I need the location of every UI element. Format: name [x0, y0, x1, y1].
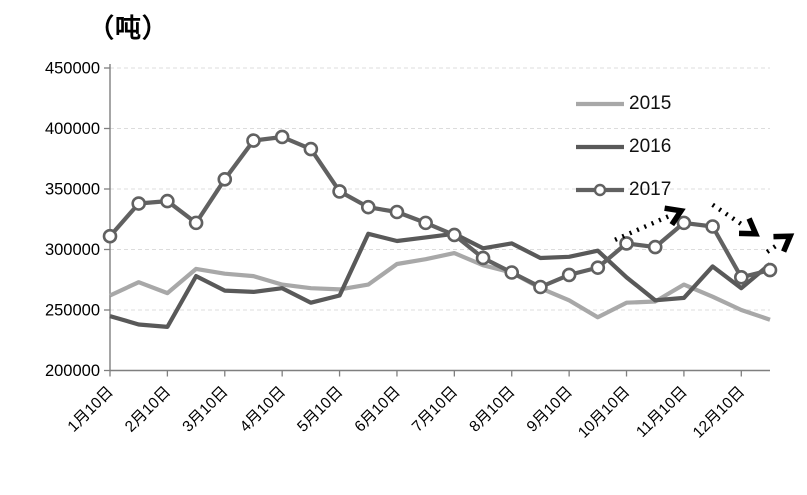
x-tick-label: 4月10日	[237, 383, 289, 435]
series-marker-2017	[533, 279, 548, 295]
x-tick-label: 8月10日	[466, 383, 518, 435]
legend-item-2015: 2015	[574, 82, 671, 125]
x-tick-label: 1月10日	[65, 383, 117, 435]
series-marker-2017	[676, 215, 692, 231]
series-marker-2017	[160, 193, 175, 209]
series-marker-2017	[590, 260, 606, 275]
series-marker-2017	[389, 204, 405, 220]
legend-label: 2017	[629, 179, 672, 200]
series-marker-2017	[303, 141, 319, 157]
series-marker-2017	[475, 250, 491, 266]
trend-arrow-head-up-icon	[664, 205, 686, 227]
series-marker-2017	[131, 196, 146, 211]
y-tick-label: 300000	[45, 241, 100, 259]
series-marker-2017	[246, 133, 261, 148]
x-tick-label: 9月10日	[524, 383, 576, 435]
x-tick-label: 5月10日	[294, 383, 346, 435]
y-tick-label: 400000	[45, 120, 100, 138]
series-marker-2017	[734, 270, 749, 285]
x-tick-label: 7月10日	[409, 383, 461, 435]
x-tick-label: 10月10日	[575, 383, 633, 441]
trend-arrow-shaft-up	[614, 214, 670, 242]
series-marker-2017	[619, 236, 634, 251]
series-marker-2017	[274, 129, 290, 145]
series-marker-2017	[332, 184, 347, 199]
legend-swatch-2016-icon	[576, 144, 624, 149]
x-tick-label: 3月10日	[179, 383, 231, 435]
series-marker-2017	[705, 219, 720, 234]
y-tick-label: 450000	[45, 60, 100, 78]
series-marker-2017	[762, 262, 778, 278]
series-marker-2017	[102, 228, 118, 244]
x-tick-label: 12月10日	[690, 383, 748, 441]
series-marker-2017	[647, 239, 663, 255]
series-marker-2017	[188, 215, 204, 231]
series-marker-2017	[360, 199, 376, 215]
trend-arrow-head-up-icon	[773, 233, 795, 253]
legend-swatch-2017-icon	[576, 183, 624, 196]
x-tick-label: 11月10日	[633, 383, 691, 441]
series-line-2016	[109, 231, 772, 329]
chart-title: （吨）	[88, 13, 170, 43]
series-marker-2017	[418, 215, 433, 231]
legend: 2015 2016 2017	[574, 82, 671, 211]
y-tick-label: 350000	[45, 181, 100, 199]
legend-item-2017: 2017	[574, 168, 671, 211]
trend-arrow-shaft-up	[765, 242, 780, 254]
legend-item-2016: 2016	[574, 125, 671, 168]
y-tick-label: 250000	[45, 302, 100, 320]
trend-arrow-head-down-icon	[738, 217, 760, 237]
legend-label: 2016	[629, 136, 672, 157]
series-marker-2017	[447, 227, 462, 243]
series-marker-2017	[561, 267, 577, 283]
series-marker-2017	[504, 265, 520, 280]
x-tick-label: 6月10日	[352, 383, 404, 435]
series-marker-2017	[217, 172, 233, 187]
legend-swatch-2015-icon	[576, 101, 624, 106]
x-tick-label: 2月10日	[122, 383, 174, 435]
y-tick-label: 200000	[45, 362, 100, 380]
legend-label: 2015	[629, 93, 672, 114]
